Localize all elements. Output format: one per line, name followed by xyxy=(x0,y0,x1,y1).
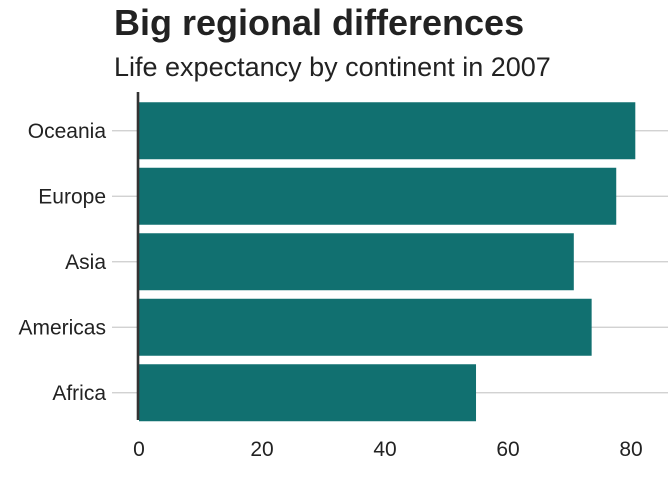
x-tick-label-80: 80 xyxy=(619,438,642,461)
bar-americas xyxy=(139,298,592,356)
x-tick-label-40: 40 xyxy=(373,438,396,461)
bars xyxy=(139,102,636,422)
x-tick-label-20: 20 xyxy=(250,438,273,461)
bar-africa xyxy=(139,364,477,422)
bar-europe xyxy=(139,167,617,225)
y-tick-label-oceania: Oceania xyxy=(28,120,107,143)
y-tick-label-africa: Africa xyxy=(52,382,106,405)
bar-oceania xyxy=(139,102,636,160)
y-tick-label-asia: Asia xyxy=(65,251,106,274)
chart-title: Big regional differences xyxy=(114,2,525,43)
x-tick-label-60: 60 xyxy=(496,438,519,461)
y-tick-label-europe: Europe xyxy=(38,185,106,208)
bar-asia xyxy=(139,233,574,291)
y-tick-label-americas: Americas xyxy=(18,316,106,339)
x-tick-label-0: 0 xyxy=(133,438,145,461)
chart-subtitle: Life expectancy by continent in 2007 xyxy=(114,52,551,82)
tick-labels: Africa Americas Asia Europe Oceania 0 20 40 60 80 xyxy=(18,120,642,461)
